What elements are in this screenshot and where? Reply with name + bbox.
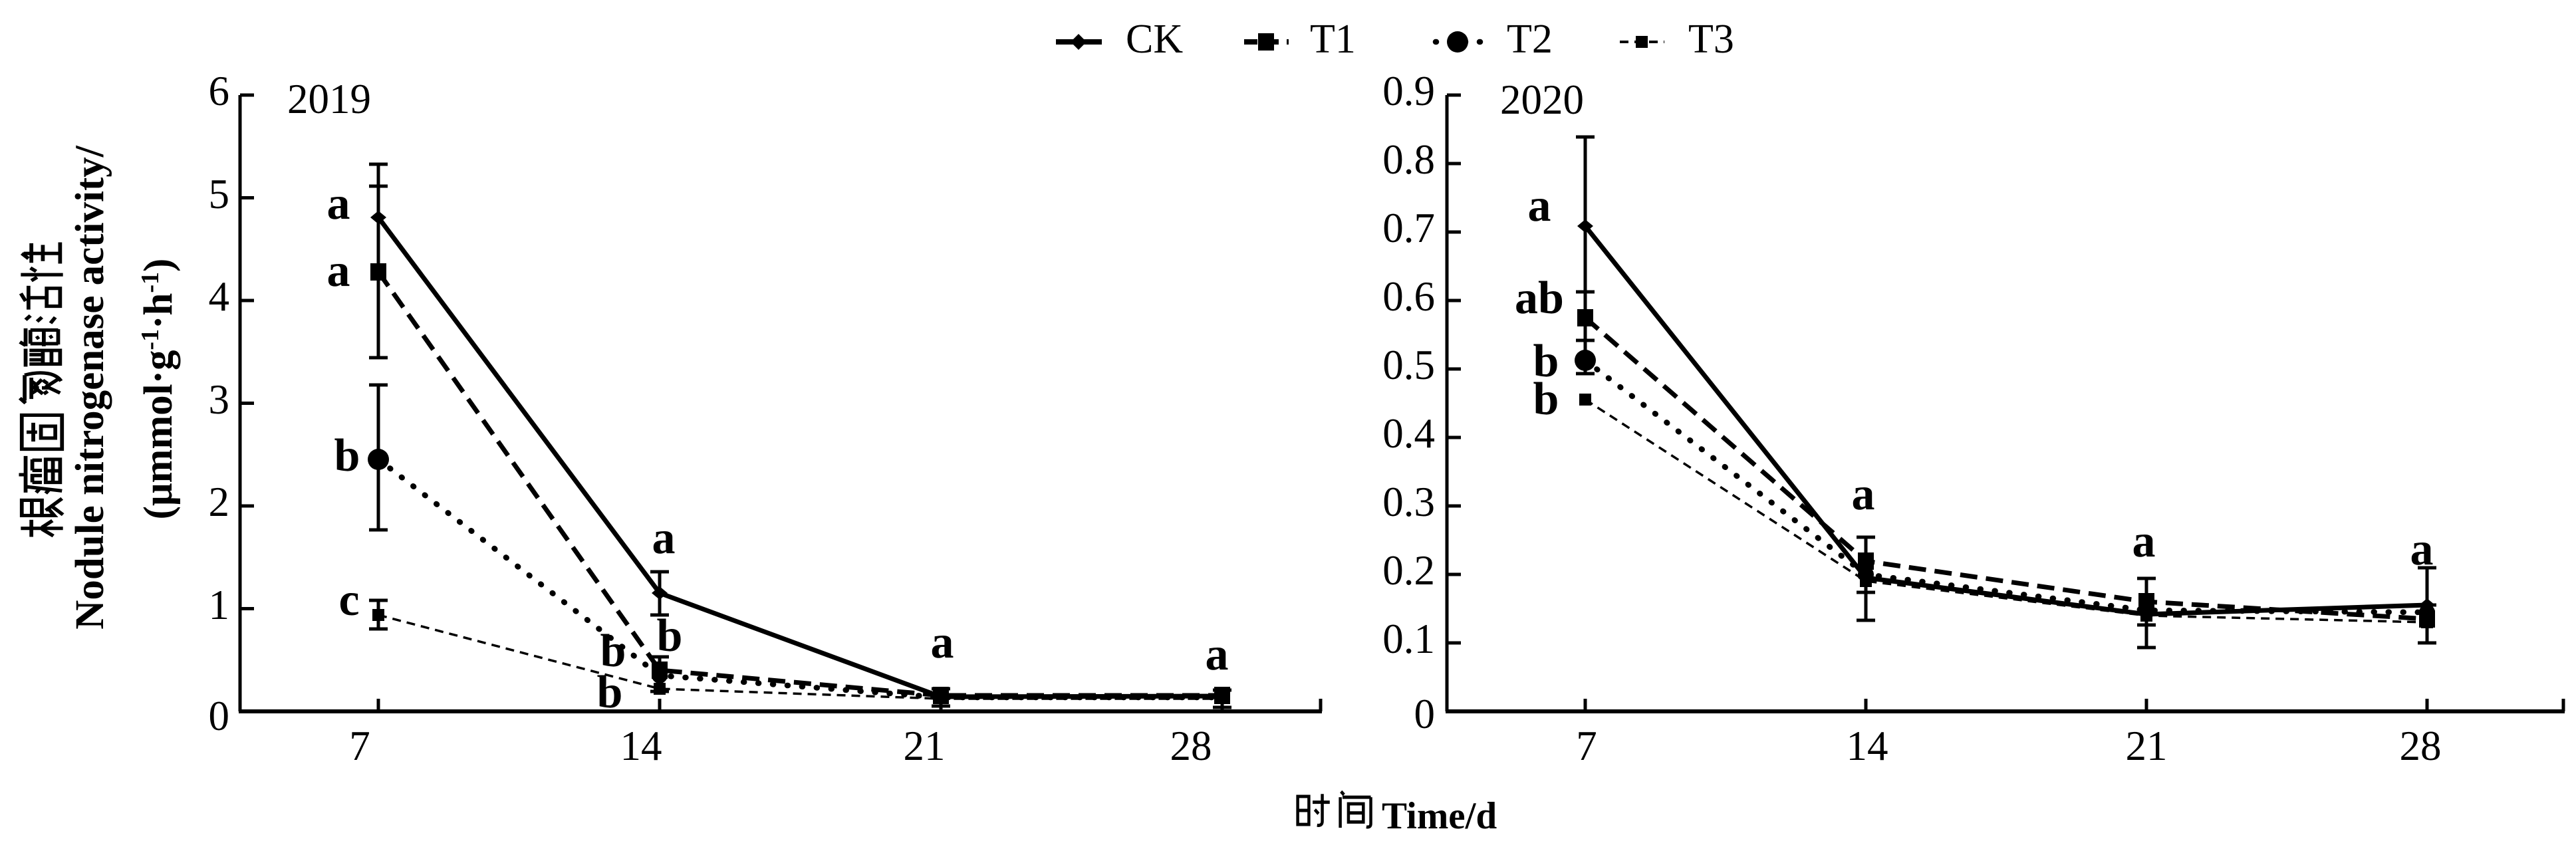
svg-text:b: b: [597, 667, 623, 718]
svg-text:a: a: [1852, 469, 1875, 520]
svg-text:0.8: 0.8: [1382, 136, 1435, 183]
svg-text:2019: 2019: [287, 76, 371, 122]
svg-text:0.5: 0.5: [1382, 342, 1435, 388]
svg-text:3: 3: [209, 376, 230, 423]
svg-text:6: 6: [209, 68, 230, 114]
svg-text:0.7: 0.7: [1382, 205, 1435, 251]
svg-text:0.2: 0.2: [1382, 547, 1435, 594]
svg-text:0: 0: [1414, 691, 1436, 737]
svg-text:28: 28: [1170, 723, 1212, 769]
svg-text:a: a: [2410, 524, 2434, 575]
svg-text:(μmmol·g-1·h-1): (μmmol·g-1·h-1): [136, 259, 181, 520]
svg-text:a: a: [1528, 180, 1551, 231]
svg-text:a: a: [327, 245, 350, 297]
svg-text:28: 28: [2400, 723, 2442, 769]
svg-text:b: b: [334, 430, 360, 481]
svg-text:b: b: [600, 626, 626, 677]
svg-text:a: a: [2132, 516, 2156, 567]
svg-text:b: b: [1533, 336, 1559, 387]
svg-text:CK: CK: [1126, 17, 1183, 62]
svg-text:c: c: [338, 574, 359, 626]
svg-text:21: 21: [904, 723, 946, 769]
svg-text:Nodule nitrogenase activity/: Nodule nitrogenase activity/: [68, 145, 112, 629]
svg-text:T3: T3: [1688, 17, 1734, 62]
svg-text:ab: ab: [1515, 273, 1564, 324]
svg-text:2020: 2020: [1500, 76, 1584, 123]
svg-text:Time/d: Time/d: [1382, 795, 1497, 837]
svg-text:0: 0: [209, 693, 230, 739]
svg-text:a: a: [327, 178, 350, 229]
svg-text:21: 21: [2126, 723, 2168, 769]
svg-text:0.3: 0.3: [1382, 479, 1435, 525]
svg-text:b: b: [1533, 374, 1559, 425]
svg-text:T1: T1: [1310, 17, 1356, 62]
svg-text:7: 7: [349, 723, 370, 769]
svg-text:T2: T2: [1507, 17, 1553, 62]
svg-text:a: a: [1206, 629, 1229, 680]
svg-text:14: 14: [620, 723, 662, 769]
svg-text:a: a: [652, 513, 676, 564]
svg-text:0.9: 0.9: [1382, 68, 1435, 114]
svg-text:4: 4: [209, 273, 230, 320]
svg-text:14: 14: [1847, 723, 1888, 769]
svg-text:a: a: [931, 617, 954, 668]
svg-text:0.1: 0.1: [1382, 616, 1435, 662]
svg-text:0.6: 0.6: [1382, 273, 1435, 320]
svg-text:5: 5: [209, 171, 230, 217]
svg-text:7: 7: [1576, 723, 1597, 769]
svg-text:b: b: [657, 610, 683, 662]
svg-text:1: 1: [209, 582, 230, 628]
svg-text:2: 2: [209, 479, 230, 525]
svg-text:0.4: 0.4: [1382, 410, 1435, 457]
